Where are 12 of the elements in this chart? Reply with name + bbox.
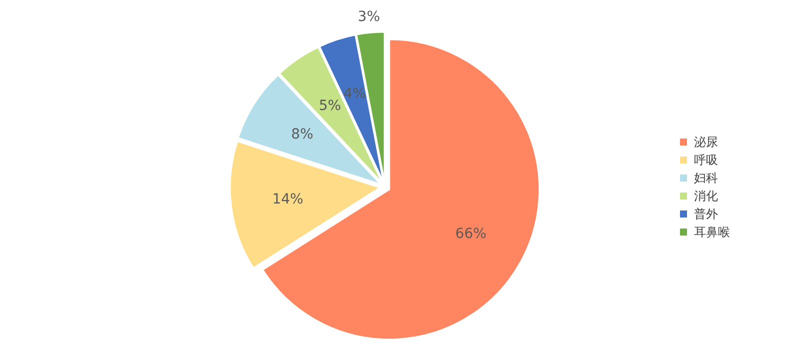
legend-label: 普外 (694, 207, 718, 221)
legend-label: 妇科 (694, 171, 718, 185)
data-label: 3% (358, 8, 380, 25)
data-label: 66% (455, 226, 486, 242)
legend-label: 耳鼻喉 (694, 225, 730, 239)
data-label: 8% (291, 126, 314, 142)
legend-label: 消化 (694, 189, 718, 203)
data-label: 4% (344, 86, 366, 102)
data-label: 5% (318, 98, 342, 114)
legend-label: 呼吸 (694, 153, 718, 167)
legend-label: 泌尿 (694, 135, 718, 149)
data-label: 14% (272, 191, 304, 208)
